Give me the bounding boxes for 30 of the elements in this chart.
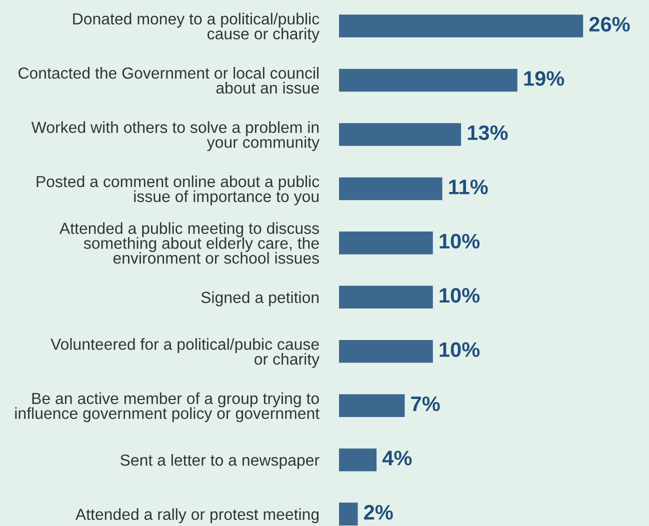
bar	[339, 68, 518, 92]
data-label: 4%	[382, 450, 412, 466]
data-label: 19%	[524, 71, 564, 86]
y-tick-label: Sent a letter to a newspaper	[120, 454, 320, 469]
data-label: 10%	[440, 342, 480, 357]
bar	[339, 502, 358, 526]
bar	[339, 394, 405, 418]
data-label: 13%	[468, 125, 508, 140]
bar	[339, 123, 462, 146]
data-label: 7%	[411, 396, 440, 412]
bar	[339, 340, 433, 363]
y-tick-label: Attended a rally or protest meeting	[75, 508, 319, 524]
bar	[339, 448, 377, 472]
y-tick-label: Posted a comment online about a public issue of importance to you	[36, 175, 320, 206]
bar	[339, 232, 433, 254]
bar	[339, 14, 584, 38]
bar	[339, 286, 433, 309]
y-tick-label: Contacted the Government or local council about an issue	[18, 67, 319, 94]
y-tick-label: Worked with others to solve a problem in your community	[31, 121, 320, 152]
bar	[339, 177, 442, 200]
y-tick-label: Be an active member of a group trying to influence government policy or government	[15, 392, 320, 422]
data-label: 11%	[449, 180, 488, 194]
data-label: 10%	[440, 234, 480, 249]
data-label: 26%	[589, 16, 630, 32]
y-tick-label: Donated money to a political/public cause or charity	[73, 12, 320, 43]
y-tick-label: Volunteered for a political/pubic cause or charity	[50, 338, 320, 368]
y-tick-label: Attended a public meeting to discuss something about elderly care, the environment or school issues	[59, 222, 319, 264]
y-tick-label: Signed a petition	[201, 291, 319, 306]
data-label: 2%	[364, 504, 393, 520]
data-label: 10%	[440, 288, 480, 303]
